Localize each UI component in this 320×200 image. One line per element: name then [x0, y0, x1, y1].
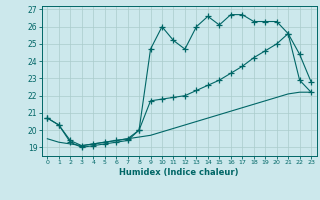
X-axis label: Humidex (Indice chaleur): Humidex (Indice chaleur)	[119, 168, 239, 177]
